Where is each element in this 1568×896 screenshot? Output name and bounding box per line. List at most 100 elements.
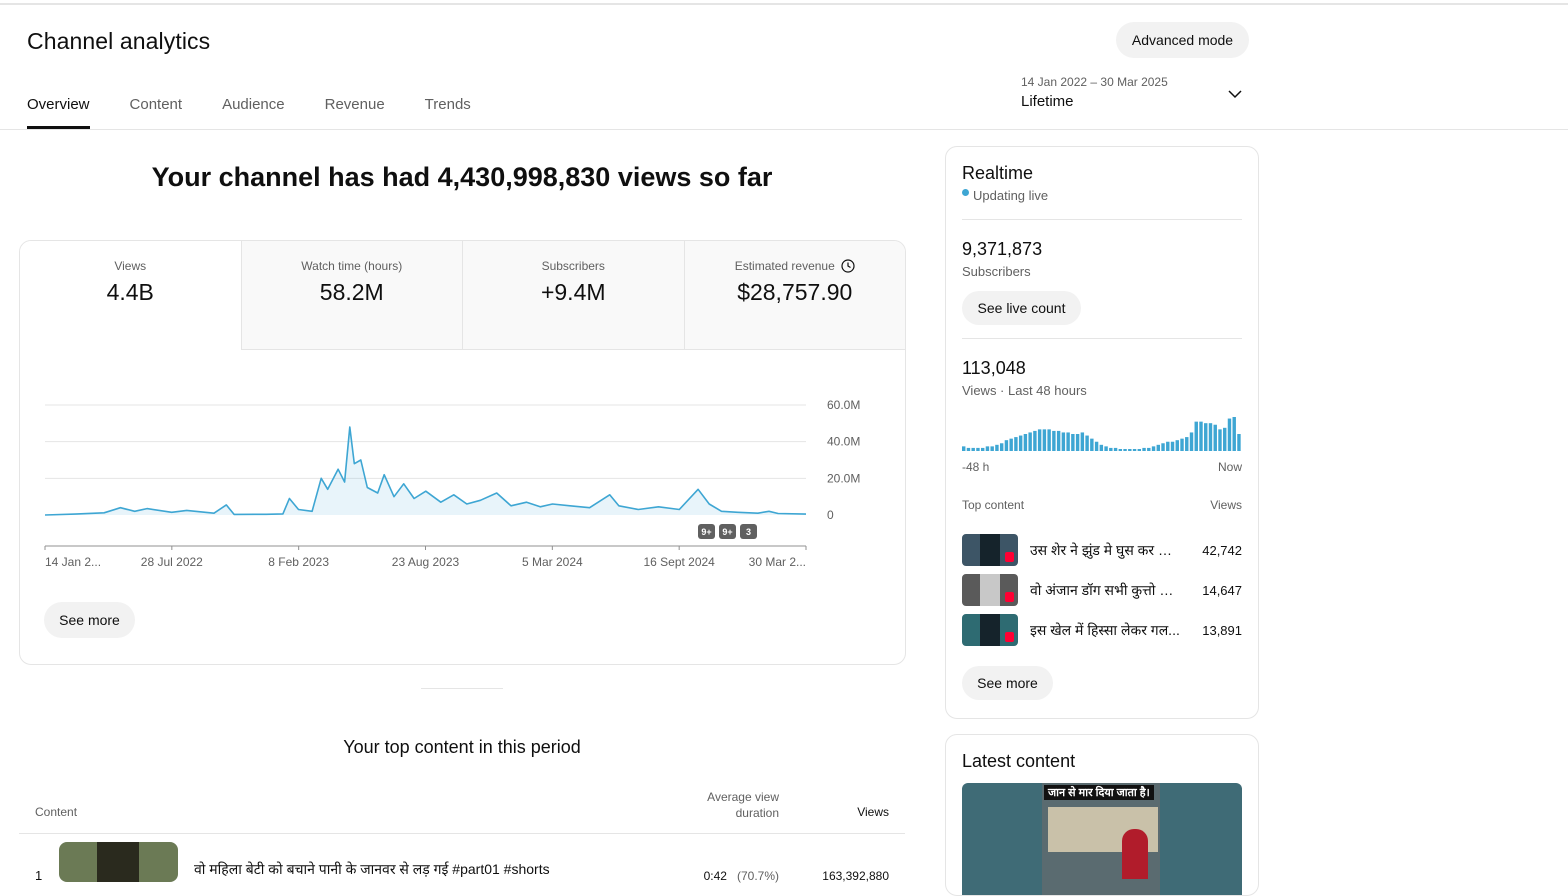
channel-views-headline: Your channel has had 4,430,998,830 views… [151,162,773,192]
realtime-bar [1094,441,1099,451]
top-content-item[interactable]: इस खेल में हिस्सा लेकर गल... 13,891 [962,614,1242,646]
bar-axis-start: -48 h [962,460,990,474]
realtime-bar [962,446,966,451]
realtime-bar [1218,429,1222,451]
realtime-bar [1066,432,1070,451]
see-more-button[interactable]: See more [44,602,135,638]
realtime-bar [1028,432,1032,451]
realtime-bar [1080,432,1085,451]
realtime-bar [1075,434,1080,451]
video-thumbnail [962,534,1018,566]
realtime-bar [995,444,999,451]
realtime-bar [1123,449,1127,451]
realtime-bar [1142,447,1146,451]
thumbnail-caption: जान से मार दिया जाता है। [1044,785,1154,800]
row-avd: 0:42 (70.7%) [679,869,779,883]
video-views: 42,742 [1202,543,1242,558]
realtime-bar [1090,438,1094,451]
metric-views[interactable]: Views 4.4B [20,241,241,350]
video-views: 14,647 [1202,583,1242,598]
clock-icon [841,259,855,273]
tab-bar: Overview Content Audience Revenue Trends [27,96,511,130]
metric-revenue[interactable]: Estimated revenue $28,757.90 [683,241,906,350]
views-line [44,426,807,516]
tab-content[interactable]: Content [129,96,183,113]
shorts-icon [1005,552,1014,562]
metric-views-value: 4.4B [106,279,154,305]
realtime-bar [1180,438,1184,451]
latest-content-card: Latest content जान से मार दिया जाता है। [945,734,1259,896]
realtime-bar [1104,446,1108,451]
metric-revenue-label: Estimated revenue [734,259,835,273]
realtime-bar [976,447,980,451]
metric-watch-time[interactable]: Watch time (hours) 58.2M [240,241,463,350]
realtime-bar [1151,446,1156,451]
realtime-see-more-button[interactable]: See more [962,666,1053,700]
metric-label: Watch time (hours) [242,259,463,273]
tab-trends[interactable]: Trends [424,96,471,113]
top-border [0,3,1568,5]
views-48h-label: Views · Last 48 hours [962,383,1087,398]
x-tick-label: 8 Feb 2023 [268,555,329,569]
chevron-down-icon[interactable] [1227,86,1243,102]
avd-percent: (70.7%) [736,869,779,883]
realtime-bar [1037,429,1042,451]
latest-content-title: Latest content [962,751,1076,771]
realtime-bar [1237,434,1241,451]
top-content-item[interactable]: उस शेर ने झुंड मे घुस कर अ... 42,742 [962,534,1242,566]
video-thumbnail [962,614,1018,646]
metric-label: Estimated revenue [685,259,906,273]
realtime-bar [1132,449,1137,451]
x-tick-label: 30 Mar 2... [749,555,806,569]
metric-label: Views [20,259,241,273]
latest-video-thumbnail[interactable]: जान से मार दिया जाता है। [962,783,1242,895]
top-content-item[interactable]: वो अंजान डॉग सभी कुत्तो पर... 14,647 [962,574,1242,606]
column-header-avd[interactable]: Average view duration [707,790,779,820]
subscriber-label: Subscribers [962,264,1031,279]
realtime-bar [1061,432,1066,451]
date-range-text[interactable]: 14 Jan 2022 – 30 Mar 2025 [1021,75,1168,89]
realtime-bar [1085,435,1089,451]
realtime-bar-chart [962,417,1241,451]
shorts-icon [1005,632,1014,642]
realtime-bar [1018,435,1023,451]
annotation-badge-label: 3 [746,527,751,537]
video-thumbnail[interactable] [59,842,178,882]
advanced-mode-button[interactable]: Advanced mode [1116,22,1249,58]
tab-audience[interactable]: Audience [222,96,285,113]
realtime-bar [1056,430,1061,451]
metric-subscribers[interactable]: Subscribers +9.4M [462,241,684,350]
tab-revenue[interactable]: Revenue [324,96,385,113]
column-header-views[interactable]: Views [857,805,889,819]
realtime-bar [1047,429,1051,451]
realtime-bar [1232,417,1236,451]
date-range-label[interactable]: Lifetime [1021,93,1074,110]
see-live-count-button[interactable]: See live count [962,291,1081,325]
realtime-bar [1128,449,1132,451]
bar-axis-end: Now [1217,460,1242,474]
realtime-bar [980,447,985,451]
shorts-icon [1005,592,1014,602]
video-title[interactable]: वो महिला बेटी को बचाने पानी के जानवर से … [194,861,550,877]
annotation-badge [719,524,736,539]
realtime-bar [1099,444,1104,451]
realtime-bar [1109,447,1113,451]
realtime-bar [1199,421,1203,451]
realtime-bar [1223,427,1227,451]
metric-subscribers-value: +9.4M [540,279,606,305]
video-views: 13,891 [1202,623,1242,638]
realtime-bar [966,447,971,451]
tab-overview[interactable]: Overview [27,96,90,129]
x-tick-label: 14 Jan 2... [45,555,101,569]
column-header-content: Content [35,805,78,819]
video-thumbnail [962,574,1018,606]
realtime-bar [1161,443,1165,451]
realtime-bar [990,446,994,451]
realtime-card: Realtime Updating live 9,371,873 Subscri… [945,146,1259,719]
views-chart: 60.0M 40.0M 20.0M 0 14 Jan 2... 28 Jul 2022 8 … [44,398,860,569]
realtime-divider [962,338,1242,339]
realtime-bar [1023,434,1028,451]
section-divider [421,688,503,689]
realtime-bar [1033,430,1037,451]
row-rank: 1 [35,868,43,883]
